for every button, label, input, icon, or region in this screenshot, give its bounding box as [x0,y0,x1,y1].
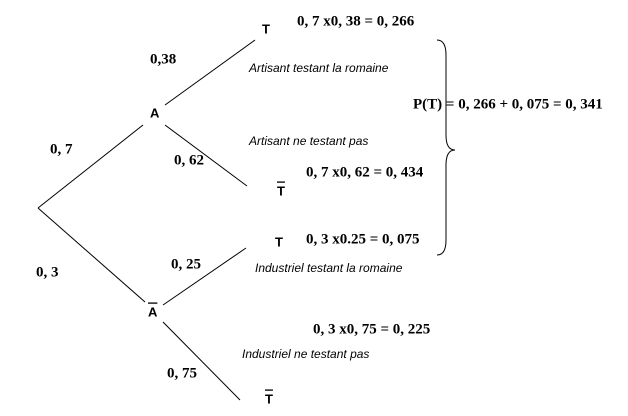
node-label: A [150,105,160,120]
node-label: T [277,183,285,198]
branch [164,124,248,187]
node-label: T [262,21,270,36]
brace [436,39,456,256]
branch [164,39,256,106]
branch [162,247,247,306]
node-label: A [148,304,158,319]
branch [37,207,146,303]
product: 0, 7 x0, 62 = 0, 434 [306,164,424,180]
annotation: Artisant ne testant pas [248,134,368,148]
total-probability: P(T) = 0, 266 + 0, 075 = 0, 341 [413,96,603,112]
branches [37,39,256,401]
edge-probability: 0, 3 [36,264,59,280]
branch [37,124,144,209]
edge-probability: 0, 75 [167,365,197,381]
annotation: Industriel ne testant pas [242,347,369,361]
annotation: Artisant testant la romaine [248,61,389,75]
branch [162,321,241,401]
edge-probability: 0, 25 [171,256,201,272]
node-label: T [265,391,273,406]
edge-probability: 0, 62 [174,152,204,168]
product: 0, 7 x0, 38 = 0, 266 [297,13,415,29]
edge-probability: 0,38 [150,51,176,67]
product: 0, 3 x0, 75 = 0, 225 [313,321,430,337]
annotation: Industriel testant la romaine [255,261,403,275]
product: 0, 3 x0.25 = 0, 075 [306,231,420,247]
edge-probability: 0, 7 [50,141,73,157]
node-label: T [275,234,283,249]
